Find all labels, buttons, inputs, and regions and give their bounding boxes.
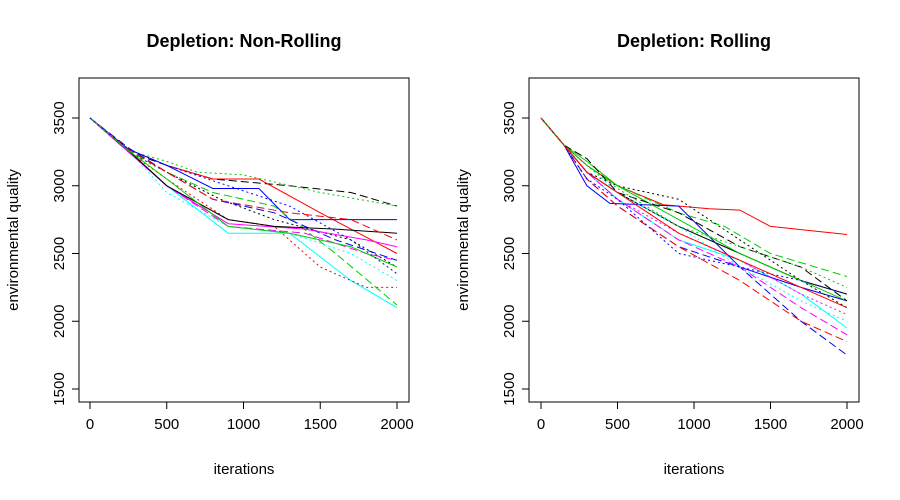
plot-area: 0 500 1000 1500 2000 1500 2000 2500 3000 3500	[501, 77, 864, 433]
series-line	[89, 117, 398, 309]
x-tick-label: 2000	[380, 416, 413, 433]
series-line	[89, 117, 398, 241]
series-line	[89, 117, 398, 306]
series-line	[540, 117, 848, 315]
series-line	[89, 117, 398, 268]
series-line	[540, 117, 848, 309]
x-tick-label: 0	[86, 416, 94, 433]
x-tick-label: 2000	[830, 416, 863, 433]
y-tick-label: 3500	[51, 101, 68, 134]
chart-non-rolling: Depletion: Non-Rolling iterations enviro…	[5, 31, 414, 478]
x-axis-label: iterations	[664, 461, 725, 478]
y-tick-label: 2000	[501, 305, 518, 338]
series-line	[540, 117, 848, 302]
series-line	[89, 117, 397, 221]
series-line	[540, 117, 848, 288]
x-tick-label: 500	[154, 416, 179, 433]
series-line	[540, 117, 848, 309]
series-line	[89, 117, 398, 248]
series-line	[540, 117, 848, 343]
x-tick-label: 500	[605, 416, 630, 433]
y-tick-label: 2000	[51, 305, 68, 338]
series-line	[89, 117, 398, 275]
series-line	[89, 117, 398, 261]
series-line	[540, 117, 848, 329]
series-line	[540, 117, 848, 322]
y-tick-label: 1500	[51, 372, 68, 405]
y-tick-label: 3000	[51, 169, 68, 202]
series-line	[89, 117, 397, 288]
series-line	[89, 117, 398, 234]
y-tick-label: 3000	[501, 169, 518, 202]
x-tick-label: 1500	[304, 416, 337, 433]
x-tick-label: 1000	[677, 416, 710, 433]
chart-title: Depletion: Rolling	[617, 31, 771, 51]
series-line	[89, 117, 398, 207]
plot-area: 0 500 1000 1500 2000 1500 2000 2500 3000 3500	[51, 77, 414, 433]
series-line	[540, 117, 848, 277]
x-tick-label: 0	[537, 416, 545, 433]
series-line	[89, 117, 398, 261]
x-tick-label: 1500	[754, 416, 787, 433]
y-tick-label: 3500	[501, 101, 518, 134]
chart-rolling: Depletion: Rolling iterations environmen…	[455, 31, 864, 478]
y-axis-label: environmental quality	[5, 169, 22, 311]
chart-title: Depletion: Non-Rolling	[147, 31, 342, 51]
series-line	[540, 117, 848, 336]
y-tick-label: 2500	[51, 237, 68, 270]
x-tick-label: 1000	[227, 416, 260, 433]
x-axis-label: iterations	[214, 461, 275, 478]
series-line	[89, 117, 398, 282]
y-tick-label: 1500	[501, 372, 518, 405]
y-tick-label: 2500	[501, 237, 518, 270]
plot-frame	[78, 77, 410, 403]
y-axis-label: environmental quality	[455, 169, 472, 311]
